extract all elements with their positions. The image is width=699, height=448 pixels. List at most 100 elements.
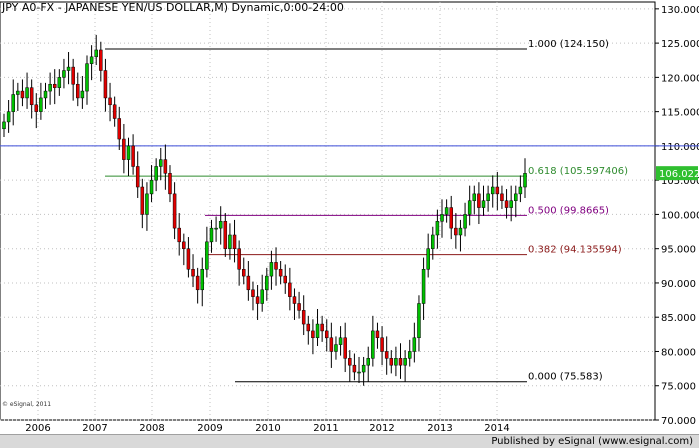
candle-body [463, 214, 467, 229]
candle-body [177, 227, 181, 243]
candle-body [29, 87, 34, 106]
candle-body [195, 275, 200, 291]
candle-body [394, 358, 398, 366]
candle-body [191, 268, 195, 277]
candle-body [431, 234, 435, 249]
candle-body [99, 49, 103, 71]
candle-body [242, 268, 246, 277]
candle-body [504, 200, 509, 208]
candle-body [398, 358, 403, 366]
candle-body [490, 186, 495, 195]
fib-level-label: 1.000 (124.150) [528, 39, 609, 50]
candle-body [237, 248, 241, 270]
candle-body [348, 358, 352, 366]
candle-body [255, 296, 260, 304]
candle-body [274, 262, 278, 270]
y-tick-label: 80.000 [661, 347, 696, 358]
fib-level-label: 0.382 (94.135594) [528, 245, 622, 256]
candle-body [251, 289, 255, 297]
candle-body [292, 296, 297, 304]
candle-body [2, 121, 6, 130]
candle-body [6, 111, 11, 123]
candle-body [301, 310, 306, 325]
y-tick-label: 75.000 [661, 382, 696, 393]
x-tick-label: 2006 [25, 423, 50, 434]
candle-body [343, 337, 347, 359]
y-tick-label: 115.000 [661, 108, 699, 119]
candle-body [306, 323, 311, 332]
y-tick-label: 95.000 [661, 245, 696, 256]
candle-body [94, 49, 98, 58]
x-tick-label: 2014 [484, 423, 509, 434]
candle-body [384, 351, 389, 359]
candle-body [495, 186, 500, 195]
y-tick-label: 100.000 [661, 210, 699, 221]
candle-body [518, 186, 523, 195]
candle-body [315, 323, 320, 339]
footer-bar: Published by eSignal (www.esignal.com) [0, 434, 699, 448]
candle-body [338, 337, 343, 345]
current-price-label: 106.022 [659, 169, 699, 180]
candle-body [444, 207, 449, 215]
candle-body [265, 275, 269, 291]
plot-area [0, 1, 656, 421]
candle-body [186, 248, 191, 270]
candle-body [16, 90, 20, 95]
candle-body [375, 330, 380, 339]
candle-body [209, 227, 214, 243]
candle-body [48, 83, 52, 92]
candle-body [62, 70, 66, 78]
published-text: Published by eSignal (www.esignal.com) [491, 436, 693, 447]
candle-body [11, 94, 15, 112]
candle-body [288, 282, 292, 297]
candle-body [329, 337, 334, 352]
candle-body [135, 166, 140, 188]
candle-body [122, 138, 126, 160]
candle-body [407, 351, 412, 359]
candle-body [389, 358, 394, 366]
x-tick-label: 2012 [369, 423, 394, 434]
candle-body [403, 358, 407, 366]
y-tick-label: 125.000 [661, 39, 699, 50]
candle-body [320, 323, 324, 332]
candle-body [523, 173, 527, 188]
y-tick-label: 70.000 [661, 416, 696, 427]
current-price-marker [656, 166, 698, 181]
candle-body [246, 275, 251, 291]
candle-body [131, 145, 135, 167]
candle-body [76, 83, 80, 99]
x-tick-label: 2007 [82, 423, 107, 434]
y-tick-label: 120.000 [661, 73, 699, 84]
candle-body [168, 173, 172, 195]
candle-body [472, 193, 477, 201]
candle-body [260, 289, 264, 304]
candle-body [20, 90, 25, 99]
candle-body [311, 330, 315, 339]
candle-body [159, 159, 163, 167]
candle-body [140, 186, 145, 215]
candle-body [357, 371, 361, 374]
candle-body [486, 193, 490, 201]
y-tick-label: 85.000 [661, 313, 696, 324]
x-tick-label: 2011 [313, 423, 338, 434]
candle-body [458, 227, 463, 236]
candle-body [481, 200, 486, 208]
candle-body [440, 214, 444, 222]
candle-body [25, 87, 29, 99]
candle-body [34, 104, 39, 112]
y-tick-label: 130.000 [661, 5, 699, 16]
candle-body [467, 200, 472, 215]
x-tick-label: 2013 [427, 423, 452, 434]
candle-body [352, 364, 357, 373]
candle-body [435, 221, 440, 236]
candle-body [43, 90, 48, 99]
candle-body [421, 268, 426, 304]
fib-level-label: 0.618 (105.597406) [528, 166, 628, 177]
price-axis [656, 0, 699, 435]
candle-body [71, 66, 75, 85]
candle-body [80, 90, 85, 99]
time-axis [0, 421, 699, 435]
copyright-text: © eSignal, 2011 [2, 401, 52, 408]
